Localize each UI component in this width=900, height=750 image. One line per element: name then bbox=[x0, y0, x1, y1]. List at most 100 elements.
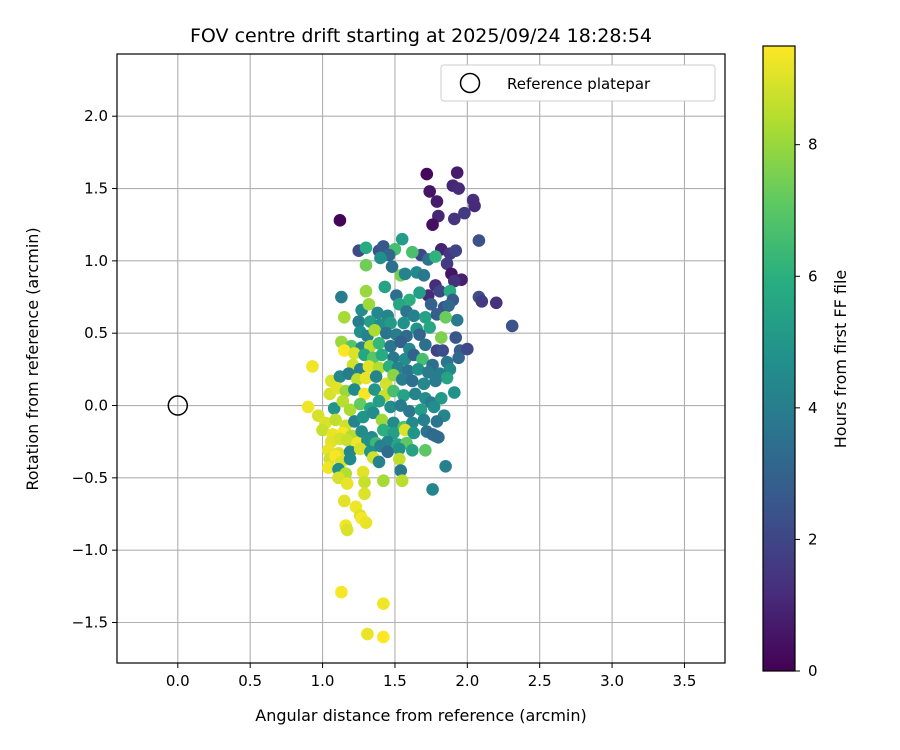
data-point bbox=[452, 182, 465, 195]
data-point bbox=[377, 630, 390, 644]
data-point bbox=[371, 306, 384, 320]
y-tick-label: −0.5 bbox=[72, 469, 108, 487]
data-point bbox=[434, 331, 448, 344]
colorbar-ticks: 0 2 4 6 8 bbox=[795, 136, 818, 680]
data-point bbox=[430, 195, 444, 208]
data-point bbox=[381, 445, 395, 459]
colorbar-tick-label: 6 bbox=[808, 267, 818, 285]
data-point bbox=[395, 373, 409, 386]
data-point bbox=[359, 516, 373, 529]
data-point bbox=[397, 316, 410, 330]
data-point bbox=[377, 423, 390, 437]
data-point bbox=[440, 257, 454, 271]
data-point bbox=[359, 284, 373, 298]
data-point bbox=[343, 452, 357, 466]
data-point bbox=[333, 214, 347, 227]
data-point bbox=[372, 337, 386, 350]
reference-marker-group bbox=[167, 395, 189, 416]
data-point bbox=[489, 296, 503, 310]
data-point bbox=[348, 347, 361, 360]
data-point bbox=[433, 284, 447, 298]
data-point bbox=[306, 360, 319, 373]
colorbar-label: Hours from first FF file bbox=[831, 270, 850, 449]
colorbar-tick-label: 4 bbox=[808, 399, 818, 417]
plot-frame bbox=[116, 53, 726, 664]
x-tick-label: 1.0 bbox=[311, 672, 335, 690]
data-point bbox=[375, 413, 389, 427]
x-tick-label: 3.5 bbox=[673, 672, 697, 690]
legend: Reference platepar bbox=[440, 64, 716, 102]
data-point bbox=[423, 185, 436, 198]
data-point bbox=[430, 415, 444, 428]
data-point bbox=[439, 310, 452, 324]
x-tick-label: 0.5 bbox=[238, 672, 262, 690]
data-point bbox=[375, 348, 389, 362]
legend-label: Reference platepar bbox=[507, 75, 651, 93]
data-point bbox=[427, 400, 441, 414]
x-axis-ticks: 0.0 0.5 1.0 1.5 2.0 2.5 3.0 3.5 bbox=[166, 663, 697, 690]
data-point bbox=[461, 342, 474, 356]
data-point bbox=[361, 627, 374, 641]
data-point bbox=[450, 313, 464, 327]
data-point bbox=[429, 374, 442, 388]
chart-title: FOV centre drift starting at 2025/09/24 … bbox=[190, 25, 652, 47]
data-point bbox=[384, 400, 397, 414]
data-point bbox=[458, 206, 471, 220]
data-point bbox=[447, 274, 461, 288]
data-point bbox=[429, 250, 442, 263]
data-point bbox=[337, 344, 351, 357]
colorbar-gradient bbox=[762, 45, 796, 672]
data-point bbox=[368, 323, 381, 337]
data-point bbox=[398, 267, 412, 281]
colorbar-tick-label: 2 bbox=[808, 530, 818, 548]
y-tick-label: 1.5 bbox=[84, 180, 108, 198]
y-axis-ticks: −1.5 −1.0 −0.5 0.0 0.5 1.0 1.5 2.0 bbox=[72, 107, 117, 631]
data-point bbox=[358, 387, 371, 401]
data-point bbox=[426, 483, 439, 496]
data-point bbox=[417, 413, 431, 427]
colorbar-tick-label: 8 bbox=[808, 136, 818, 154]
x-tick-label: 2.0 bbox=[455, 672, 479, 690]
data-point bbox=[439, 459, 452, 473]
y-tick-label: −1.5 bbox=[72, 613, 108, 631]
data-point bbox=[335, 585, 348, 599]
data-point bbox=[377, 474, 390, 488]
data-point bbox=[407, 309, 421, 323]
y-tick-label: 1.0 bbox=[84, 252, 108, 270]
y-tick-label: 0.5 bbox=[84, 324, 108, 342]
data-point bbox=[442, 299, 455, 313]
data-point bbox=[340, 523, 354, 537]
data-point bbox=[358, 475, 371, 489]
legend-marker bbox=[459, 72, 481, 94]
data-point bbox=[447, 386, 461, 399]
data-point bbox=[348, 383, 361, 396]
data-point bbox=[450, 166, 464, 179]
data-point bbox=[362, 360, 376, 373]
data-point bbox=[359, 371, 373, 385]
data-point bbox=[468, 199, 481, 213]
data-point bbox=[417, 269, 431, 282]
colorbar: 0 2 4 6 8 Hours from first FF file bbox=[762, 45, 850, 680]
colorbar-tick-label: 0 bbox=[808, 662, 818, 680]
x-axis-label: Angular distance from reference (arcmin) bbox=[255, 706, 586, 725]
data-point bbox=[408, 387, 422, 401]
data-point bbox=[359, 241, 373, 255]
data-point bbox=[374, 251, 387, 265]
data-point bbox=[329, 413, 342, 427]
reference-platepar-marker bbox=[167, 395, 189, 416]
data-point bbox=[413, 286, 426, 299]
data-point bbox=[406, 245, 419, 259]
x-tick-label: 2.5 bbox=[528, 672, 552, 690]
data-point bbox=[384, 339, 397, 353]
data-point bbox=[378, 280, 392, 294]
data-point bbox=[420, 167, 434, 181]
data-point bbox=[407, 426, 421, 440]
data-point bbox=[423, 321, 436, 334]
data-point bbox=[385, 260, 399, 273]
data-point bbox=[436, 344, 450, 357]
data-point bbox=[392, 452, 406, 466]
data-point bbox=[434, 391, 448, 405]
data-point bbox=[369, 370, 383, 383]
data-point bbox=[392, 442, 406, 456]
